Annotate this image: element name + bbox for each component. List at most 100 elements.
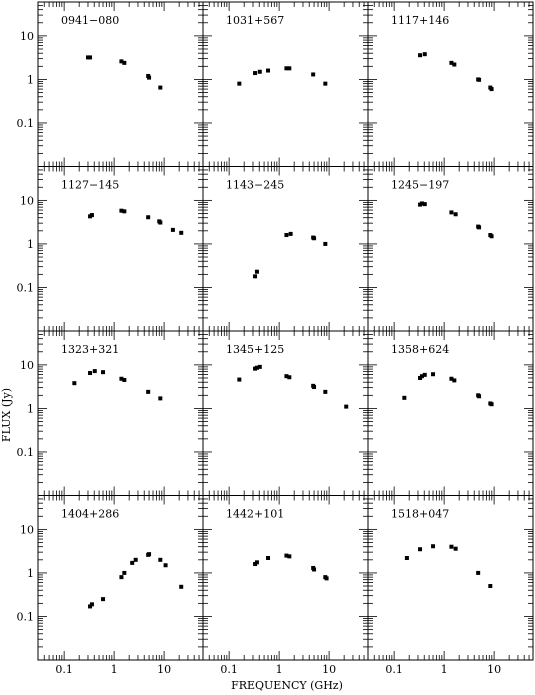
x-axis-label: FREQUENCY (GHz) [231,679,343,692]
data-point [402,395,407,400]
data-point [158,85,163,90]
data-point [312,567,317,572]
data-point [431,544,436,549]
data-point [163,563,168,568]
data-point [284,553,289,558]
data-point [476,570,481,575]
data-point [85,55,90,60]
data-point [422,372,427,377]
data-point [404,556,409,561]
data-point [146,389,151,394]
y-tick-label: 0.1 [17,281,35,294]
data-point [119,208,124,213]
y-tick-label: 10 [20,359,34,372]
data-point [254,560,259,565]
data-point [477,225,482,230]
panel-grid: 0.1 1 10 0941−080 1031+567 1117+146 0.1 1 10 1127… [17,1,534,676]
data-point [253,71,258,76]
x-tick-label: 1 [276,663,283,676]
panel-title: 1143−245 [226,179,284,192]
data-point [89,213,94,218]
data-point [419,201,424,206]
panel-title: 1358+624 [391,343,449,356]
data-point [452,378,457,383]
data-point [133,557,138,562]
panel: 0.1 1 10 0941−080 [17,1,204,167]
panel-title: 1345+125 [226,343,284,356]
data-point [449,210,454,215]
data-point [254,269,259,274]
x-tick-label: 10 [322,663,336,676]
data-point [158,220,163,225]
data-point [489,234,494,239]
data-point [88,371,93,376]
data-point [72,381,77,386]
data-point [323,389,328,394]
data-point [92,369,97,374]
data-point [287,554,292,559]
panel: 0.1 1 10 0.1 1 10 1404+286 [17,495,204,676]
panel: 0.1 1 10 1442+101 [202,495,369,676]
y-tick-label: 10 [20,30,34,43]
panel: 1143−245 [202,166,369,332]
data-point [147,552,152,557]
data-point [122,209,127,214]
x-tick-label: 0.1 [385,663,403,676]
data-point [284,374,289,379]
data-point [312,385,317,390]
data-point [257,364,262,369]
data-point [453,546,458,551]
data-point [254,365,259,370]
data-point [146,215,151,220]
data-point [130,560,135,565]
data-point [453,212,458,217]
y-tick-label: 10 [20,523,34,536]
data-point [449,376,454,381]
y-tick-label: 1 [27,567,34,580]
panel-title: 1127−145 [61,179,119,192]
data-point [88,55,93,60]
data-point [119,376,124,381]
data-point [257,69,262,74]
data-point [431,372,436,377]
data-point [119,575,124,580]
panel-title: 1245−197 [391,179,449,192]
data-point [253,274,258,279]
panel: 1345+125 [202,330,369,496]
data-point [88,604,93,609]
data-point [122,377,127,382]
data-point [419,374,424,379]
panel-title: 1031+567 [226,14,284,27]
data-point [449,544,454,549]
data-point [158,557,163,562]
data-point [158,396,163,401]
data-point [101,597,106,602]
data-point [179,584,184,589]
data-point [344,404,349,409]
y-axis-label: FLUX (Jy) [0,388,13,442]
data-point [477,394,482,399]
panel: 1245−197 [367,166,534,332]
data-point [324,576,329,581]
x-tick-label: 10 [157,663,171,676]
y-tick-label: 0.1 [17,446,35,459]
panel-title: 1117+146 [391,14,449,27]
y-tick-label: 0.1 [17,117,35,130]
panel: 1358+624 [367,330,534,496]
data-point [418,547,423,552]
x-tick-label: 1 [441,663,448,676]
y-tick-label: 10 [20,194,34,207]
data-point [170,227,175,232]
data-point [449,60,454,65]
panel-title: 1323+321 [61,343,119,356]
y-tick-label: 1 [27,238,34,251]
panel: 0.1 1 10 1323+321 [17,330,204,496]
y-tick-label: 1 [27,402,34,415]
data-point [266,556,271,561]
data-point [147,75,152,80]
data-point [122,570,127,575]
data-point [311,72,316,77]
panel-title: 1404+286 [61,508,119,521]
x-tick-label: 1 [111,663,118,676]
